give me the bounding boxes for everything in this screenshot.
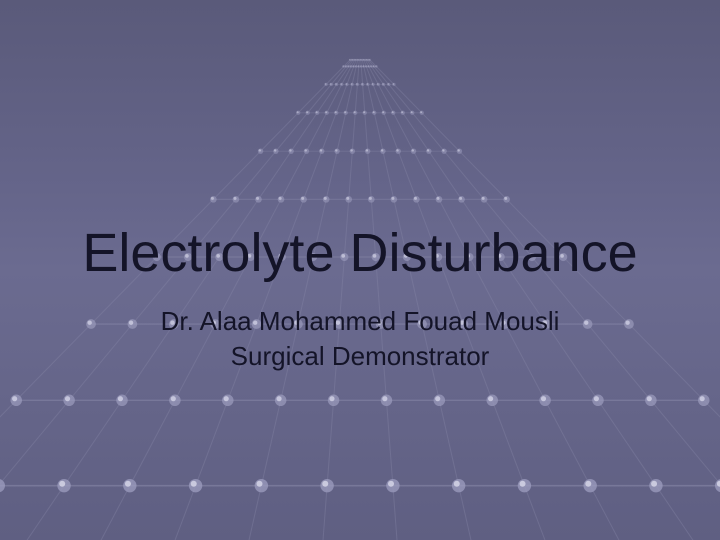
slide-subtitle: Dr. Alaa Mohammed Fouad Mousli Surgical … (0, 304, 720, 374)
slide-content: Electrolyte Disturbance Dr. Alaa Mohamme… (0, 225, 720, 374)
slide-title: Electrolyte Disturbance (0, 225, 720, 282)
author-line: Dr. Alaa Mohammed Fouad Mousli (0, 304, 720, 339)
slide: Electrolyte Disturbance Dr. Alaa Mohamme… (0, 0, 720, 540)
role-line: Surgical Demonstrator (0, 339, 720, 374)
